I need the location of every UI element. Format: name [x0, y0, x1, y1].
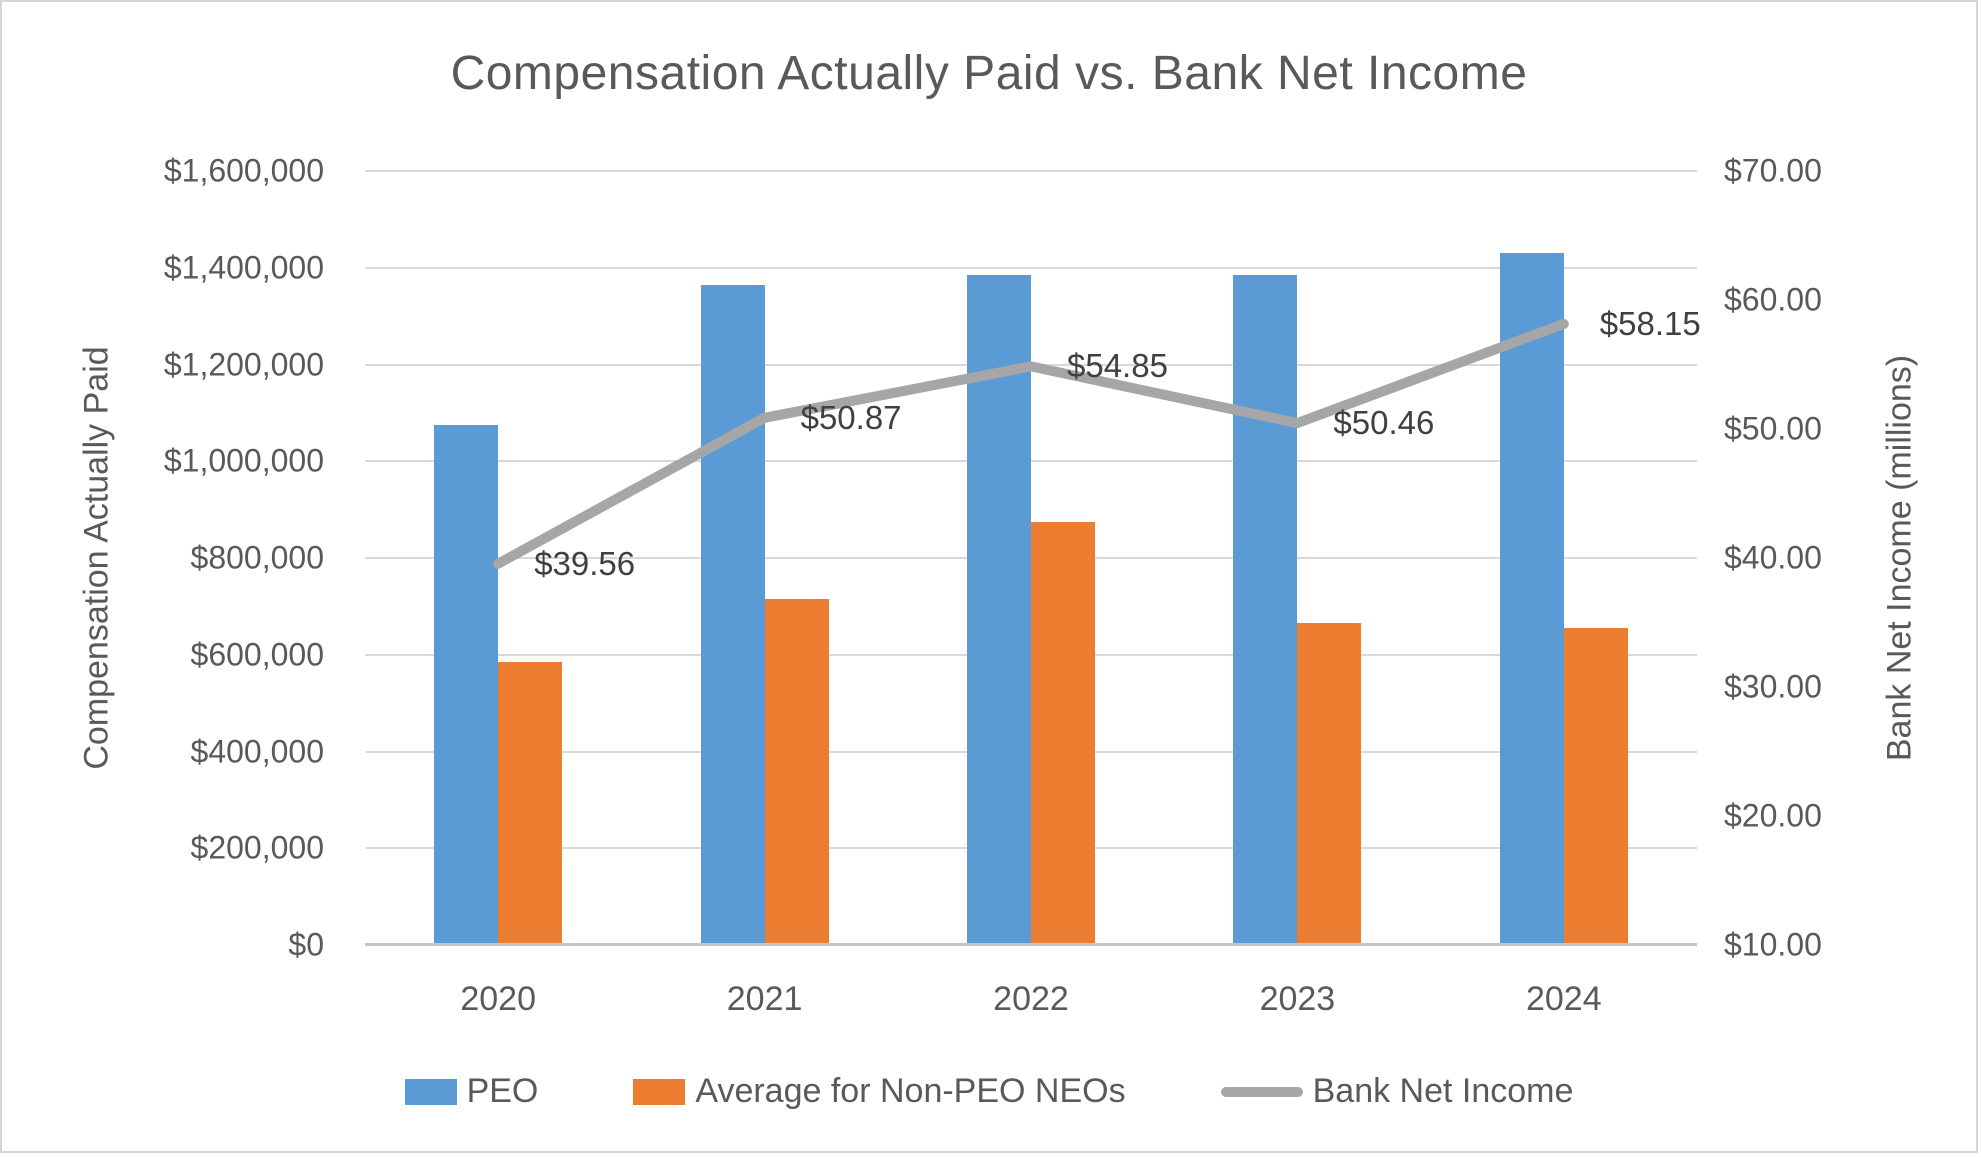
legend-item-peo: PEO	[404, 1072, 539, 1111]
left-axis-tick: $200,000	[190, 829, 324, 866]
gridline	[365, 266, 1697, 269]
legend-label-net-income: Bank Net Income	[1312, 1072, 1574, 1110]
left-axis-tick: $0	[288, 926, 324, 963]
legend-label-peo: PEO	[466, 1072, 539, 1110]
gridline	[365, 170, 1697, 172]
right-axis-tick: $70.00	[1724, 152, 1822, 189]
left-axis-title: Compensation Actually Paid	[77, 346, 116, 770]
legend: PEO Average for Non-PEO NEOs Bank Net In…	[2, 1072, 1976, 1111]
line-data-label: $54.85	[1067, 347, 1168, 385]
right-axis-tick: $50.00	[1724, 410, 1822, 447]
left-axis-tick: $1,400,000	[163, 249, 324, 286]
left-axis-tick: $400,000	[190, 733, 324, 769]
line-data-label: $50.87	[800, 398, 902, 436]
right-axis-tick: $20.00	[1724, 797, 1822, 834]
chart-title: Compensation Actually Paid vs. Bank Net …	[450, 47, 1528, 100]
line-data-label: $58.15	[1599, 304, 1701, 342]
gridline	[365, 460, 1697, 463]
legend-label-non-peo: Average for Non-PEO NEOs	[695, 1072, 1126, 1110]
x-axis-label: 2021	[726, 980, 803, 1018]
net-income-line	[493, 318, 1569, 569]
right-axis-tick: $10.00	[1724, 926, 1822, 963]
right-axis-title: Bank Net Income (millions)	[1880, 354, 1919, 762]
left-axis-tick: $1,000,000	[163, 442, 324, 479]
non-peo-bar	[1297, 623, 1362, 945]
left-axis-tick: $1,200,000	[163, 346, 324, 382]
non-peo-bar	[1031, 521, 1095, 945]
peo-bar-swatch-icon	[404, 1078, 457, 1105]
peo-bar	[1233, 275, 1298, 945]
peo-bar	[1499, 253, 1564, 945]
left-axis-tick: $800,000	[190, 539, 324, 576]
x-axis-label: 2020	[460, 980, 536, 1018]
peo-bar	[434, 424, 499, 945]
plot-area: $39.56 $50.87 $54.85 $50.46 $58.15	[365, 170, 1701, 946]
non-peo-bar	[498, 662, 563, 945]
legend-item-non-peo: Average for Non-PEO NEOs	[633, 1072, 1126, 1111]
line-data-label: $50.46	[1333, 404, 1435, 442]
net-income-line-layer	[493, 318, 1569, 569]
right-axis-tick: $60.00	[1724, 281, 1822, 318]
left-axis-tick: $1,600,000	[163, 152, 324, 189]
right-axis-tick: $30.00	[1724, 668, 1822, 705]
x-axis-label: 2023	[1259, 980, 1336, 1018]
line-data-label: $39.56	[534, 544, 636, 582]
net-income-line-swatch-icon	[1220, 1086, 1303, 1097]
peo-bar	[700, 284, 765, 945]
x-axis-label: 2024	[1525, 980, 1602, 1018]
peo-bar	[967, 275, 1031, 945]
x-axis-label: 2022	[993, 980, 1069, 1018]
non-peo-bar-swatch-icon	[633, 1078, 686, 1105]
x-axis-line	[365, 943, 1697, 946]
non-peo-bar	[764, 599, 829, 945]
legend-item-net-income: Bank Net Income	[1220, 1072, 1574, 1111]
non-peo-bar	[1563, 628, 1628, 945]
right-axis-tick: $40.00	[1724, 539, 1822, 576]
left-axis-tick: $600,000	[190, 636, 324, 673]
